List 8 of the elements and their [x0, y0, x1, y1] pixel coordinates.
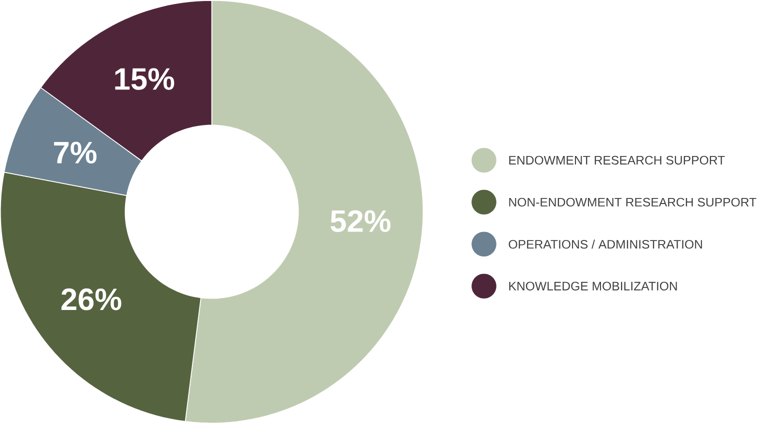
legend-label: NON-ENDOWMENT RESEARCH SUPPORT — [509, 198, 756, 207]
legend-label: KNOWLEDGE MOBILIZATION — [509, 282, 677, 291]
legend-label: ENDOWMENT RESEARCH SUPPORT — [509, 156, 725, 165]
data-label: 15% — [115, 68, 174, 90]
data-label: 52% — [330, 210, 390, 232]
data-label: 26% — [61, 288, 122, 310]
data-label: 7% — [54, 142, 96, 164]
legend-label: OPERATIONS / ADMINISTRATION — [508, 240, 702, 249]
